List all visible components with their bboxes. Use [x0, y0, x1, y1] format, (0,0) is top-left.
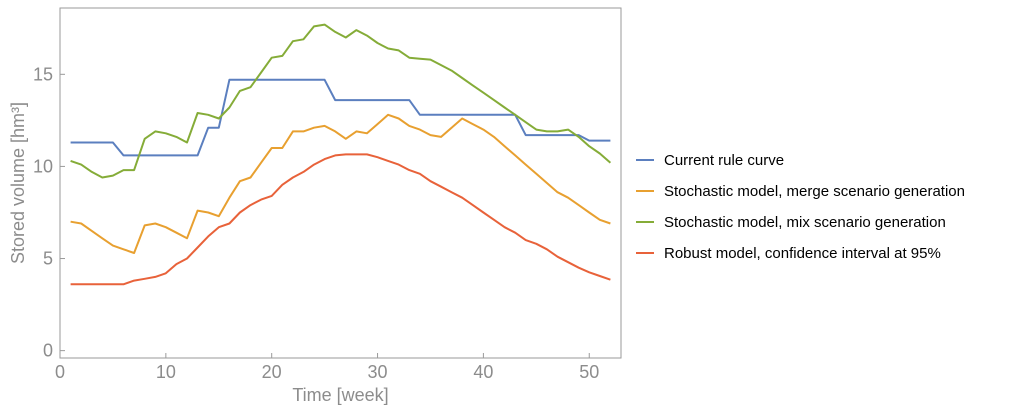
- legend-label-1: Current rule curve: [664, 152, 784, 169]
- x-axis: 0 10 20 30 40 50: [55, 353, 599, 382]
- y-tick-label: 0: [43, 341, 53, 361]
- legend-label-2: Stochastic model, merge scenario generat…: [664, 183, 965, 200]
- x-tick-label: 50: [579, 362, 599, 382]
- x-tick-label: 0: [55, 362, 65, 382]
- legend-label-4: Robust model, confidence interval at 95%: [664, 245, 941, 262]
- series-line-2: [70, 113, 611, 254]
- y-tick-label: 10: [33, 156, 53, 176]
- x-axis-title: Time [week]: [292, 385, 388, 405]
- y-axis-title: Stored volume [hm³]: [8, 102, 28, 264]
- series-lines: [70, 23, 612, 286]
- series-line-3: [70, 23, 612, 179]
- x-tick-label: 10: [156, 362, 176, 382]
- y-tick-label: 5: [43, 249, 53, 269]
- y-axis: 0 5 10 15: [33, 64, 65, 361]
- legend: Current rule curve Stochastic model, merg…: [636, 152, 965, 262]
- x-tick-label: 30: [368, 362, 388, 382]
- y-tick-label: 15: [33, 64, 53, 84]
- x-tick-label: 40: [473, 362, 493, 382]
- legend-label-3: Stochastic model, mix scenario generatio…: [664, 214, 946, 231]
- series-line-1: [70, 78, 611, 157]
- x-tick-label: 20: [262, 362, 282, 382]
- plot-frame: [59, 7, 622, 359]
- series-line-4: [70, 153, 611, 286]
